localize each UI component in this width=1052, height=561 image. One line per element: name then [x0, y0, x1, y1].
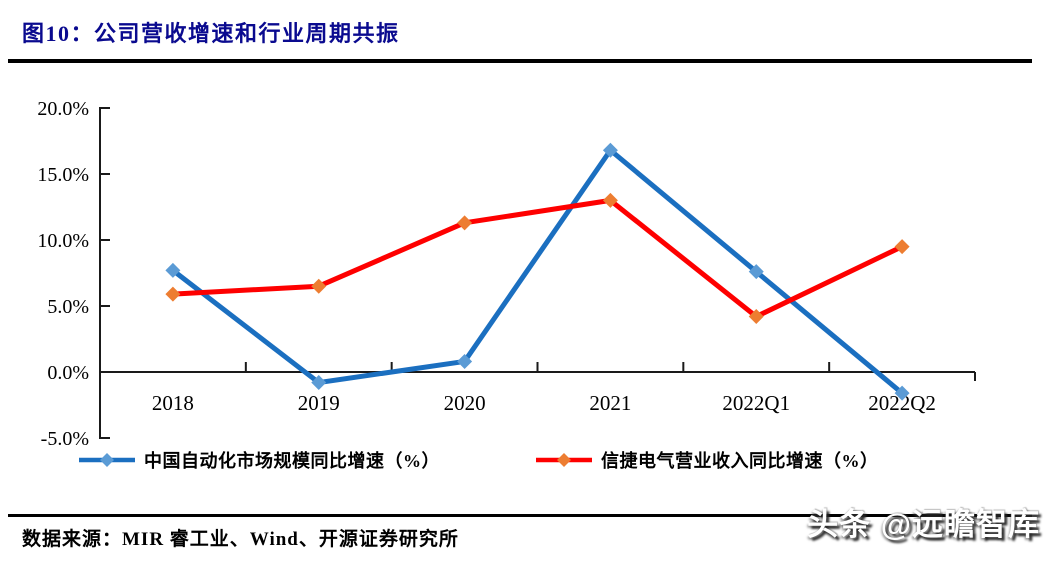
- legend-item: 信捷电气营业收入同比增速（%）: [535, 447, 879, 473]
- data-point-marker: [311, 278, 327, 294]
- y-axis-label: 5.0%: [47, 296, 89, 318]
- data-source-note: 数据来源：MIR 睿工业、Wind、开源证券研究所: [22, 529, 459, 550]
- data-point-marker: [311, 375, 327, 391]
- data-point-marker: [602, 142, 618, 158]
- x-axis-label: 2022Q1: [722, 391, 790, 415]
- watermark: 头条 @远瞻智库: [807, 507, 1040, 542]
- legend-label: 中国自动化市场规模同比增速（%）: [144, 451, 440, 471]
- x-axis-label: 2019: [298, 391, 340, 415]
- legend-item: 中国自动化市场规模同比增速（%）: [78, 447, 440, 473]
- x-axis-label: 2018: [152, 391, 194, 415]
- data-point-marker: [602, 192, 618, 208]
- y-axis-label: 20.0%: [37, 98, 89, 120]
- series-line: [170, 197, 905, 320]
- data-point-marker: [894, 385, 910, 401]
- legend-swatch-icon: [79, 453, 135, 467]
- data-point-marker: [894, 239, 910, 255]
- legend-swatch-icon: [536, 453, 592, 467]
- y-axis-label: 0.0%: [47, 362, 89, 384]
- y-axis-label: 15.0%: [37, 164, 89, 186]
- data-point-marker: [457, 215, 473, 231]
- title-divider: [8, 59, 1032, 63]
- y-axis-label: 10.0%: [37, 230, 89, 252]
- data-point-marker: [748, 309, 764, 325]
- chart-legend: 中国自动化市场规模同比增速（%） 信捷电气营业收入同比增速（%）: [78, 447, 879, 473]
- legend-label: 信捷电气营业收入同比增速（%）: [601, 451, 879, 471]
- figure-title: 图10：公司营收增速和行业周期共振: [22, 21, 400, 46]
- y-axis-label: -5.0%: [41, 428, 89, 450]
- x-axis-label: 2021: [589, 391, 631, 415]
- footer-divider: [8, 514, 1032, 517]
- x-axis-label: 2020: [444, 391, 486, 415]
- data-point-marker: [165, 286, 181, 302]
- series-line: [170, 147, 905, 396]
- data-point-marker: [457, 353, 473, 369]
- data-point-marker: [165, 262, 181, 278]
- data-point-marker: [748, 264, 764, 280]
